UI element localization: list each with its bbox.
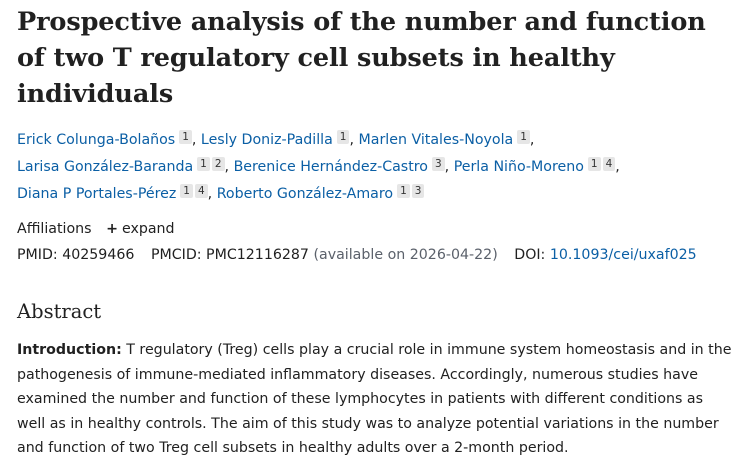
affiliation-ref[interactable]: 4 — [194, 184, 208, 198]
author-link[interactable]: Lesly Doniz-Padilla — [200, 132, 333, 148]
affiliation-ref[interactable]: 1 — [179, 130, 192, 144]
author-entry: Erick Colunga-Bolaños 1, — [17, 130, 201, 148]
affiliation-ref[interactable]: 3 — [411, 184, 425, 198]
pmcid-value: PMC12116287 — [206, 247, 309, 263]
affiliation-ref[interactable]: 1 — [180, 184, 193, 198]
abstract-section-label: Introduction: — [17, 342, 122, 358]
author-separator: , — [349, 132, 359, 148]
affiliation-ref[interactable]: 1 — [517, 130, 530, 144]
pmcid-label: PMCID: — [150, 247, 202, 263]
pmcid-availability-note: (available on 2026-04-22) — [313, 247, 498, 263]
author-link[interactable]: Perla Niño-Moreno — [453, 159, 584, 175]
abstract-paragraph: Introduction: T regulatory (Treg) cells … — [17, 338, 733, 461]
affiliations-row: Affiliations + expand — [17, 218, 733, 240]
author-link[interactable]: Larisa González-Baranda — [17, 159, 194, 175]
pmid-label: PMID: — [17, 247, 58, 263]
affiliation-ref[interactable]: 3 — [431, 157, 445, 171]
author-entry: Marlen Vitales-Noyola 1, — [358, 130, 535, 148]
author-entry: Lesly Doniz-Padilla 1, — [200, 130, 359, 148]
author-entry: Perla Niño-Moreno 1 4, — [453, 157, 620, 175]
pmid-value: 40259466 — [62, 247, 135, 263]
abstract-heading: Abstract — [17, 300, 102, 323]
author-separator: , — [615, 159, 620, 175]
identifiers-row: PMID: 40259466 PMCID: PMC12116287 (avail… — [17, 244, 733, 266]
author-link[interactable]: Erick Colunga-Bolaños — [17, 132, 176, 148]
author-separator: , — [444, 159, 454, 175]
expand-label: expand — [121, 221, 175, 237]
affiliation-ref[interactable]: 1 — [397, 184, 410, 198]
affiliations-label: Affiliations — [17, 221, 92, 237]
author-list: Erick Colunga-Bolaños 1, Lesly Doniz-Padi… — [17, 127, 733, 208]
author-entry: Larisa González-Baranda 1 2, — [17, 157, 234, 175]
author-separator: , — [207, 186, 217, 202]
affiliation-ref[interactable]: 4 — [602, 157, 616, 171]
author-link[interactable]: Berenice Hernández-Castro — [233, 159, 428, 175]
affiliation-ref[interactable]: 1 — [336, 130, 350, 144]
doi-label: DOI: — [514, 247, 546, 263]
author-separator: , — [529, 132, 535, 148]
affiliation-ref[interactable]: 1 — [587, 157, 601, 171]
affiliation-ref[interactable]: 1 — [197, 157, 210, 171]
doi-link[interactable]: 10.1093/cei/uxaf025 — [549, 247, 697, 263]
author-separator: , — [191, 132, 201, 148]
article-title: Prospective analysis of the number and f… — [17, 7, 706, 109]
author-entry: Diana P Portales-Pérez 1 4, — [17, 184, 217, 202]
article-page: Prospective analysis of the number and f… — [17, 4, 733, 475]
author-entry: Roberto González-Amaro 1 3 — [216, 184, 425, 202]
abstract-body: T regulatory (Treg) cells play a crucial… — [17, 342, 732, 457]
affiliations-expand-button[interactable]: + expand — [106, 221, 174, 237]
affiliation-ref[interactable]: 2 — [211, 157, 225, 171]
author-separator: , — [224, 159, 234, 175]
author-link[interactable]: Diana P Portales-Pérez — [17, 186, 177, 202]
author-link[interactable]: Roberto González-Amaro — [216, 186, 394, 202]
author-entry: Berenice Hernández-Castro 3, — [233, 157, 454, 175]
plus-icon: + — [106, 221, 118, 237]
author-link[interactable]: Marlen Vitales-Noyola — [358, 132, 514, 148]
